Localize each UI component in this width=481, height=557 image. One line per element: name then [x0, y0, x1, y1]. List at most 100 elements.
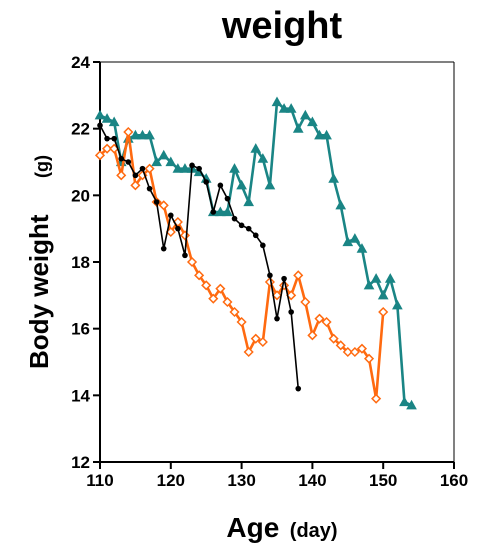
- series-3-point: [281, 275, 287, 282]
- x-tick-label: 150: [369, 471, 397, 490]
- series-3-point: [160, 245, 167, 252]
- series-1-point: [271, 96, 283, 107]
- series-2-point: [321, 316, 332, 328]
- series-3-line: [99, 124, 300, 389]
- series-3-point: [224, 195, 231, 202]
- series-1-point: [384, 273, 396, 283]
- series-1-point: [278, 103, 290, 113]
- series-1-point: [158, 149, 170, 160]
- series-3-point: [175, 225, 181, 232]
- series-3-point: [288, 309, 294, 315]
- series-1-point: [285, 103, 297, 113]
- series-2-point: [186, 256, 198, 268]
- series-1-point: [172, 163, 184, 173]
- series-2-point: [194, 270, 205, 281]
- series-2-point: [222, 296, 233, 308]
- series-1-point: [292, 123, 304, 133]
- x-axis-unit: (day): [290, 520, 338, 542]
- series-3-point: [217, 182, 224, 189]
- series-3-point: [238, 222, 245, 229]
- series-2-point: [271, 290, 283, 301]
- series-2-point: [215, 283, 226, 294]
- series-1-point: [130, 129, 141, 140]
- svg-text:Body weight (g): Body weight (g): [24, 155, 54, 369]
- x-tick-label: 160: [440, 471, 468, 490]
- series-3-point: [97, 122, 103, 129]
- x-axis-label: Age: [226, 512, 279, 543]
- y-tick-label: 22: [71, 120, 90, 139]
- y-tick-label: 20: [71, 186, 90, 205]
- series-2-point: [250, 333, 261, 344]
- series-1-point: [144, 129, 155, 140]
- y-tick-label: 18: [71, 253, 90, 272]
- series-1-point: [349, 233, 361, 243]
- series-1-point: [165, 156, 177, 167]
- series-2-point: [123, 126, 134, 138]
- series-2-point: [94, 150, 106, 161]
- series-2-point: [363, 353, 375, 364]
- plot-area: 110 120 130 140 150 160 12 14 16 18 20 22 24: [71, 53, 468, 490]
- series-1-point: [321, 129, 332, 140]
- chart-title: weight: [221, 5, 343, 47]
- series-1-point: [406, 399, 417, 410]
- series-1-point: [257, 153, 269, 163]
- series-2-point: [293, 270, 304, 281]
- series-1-point: [335, 199, 347, 210]
- series-2-point: [328, 333, 339, 344]
- series-3-point: [153, 199, 160, 205]
- x-tick-label: 110: [86, 471, 113, 490]
- series-1-point: [314, 129, 325, 140]
- series-1-point: [215, 206, 226, 217]
- series-1-point: [264, 179, 276, 190]
- series-1-point: [179, 163, 191, 173]
- series-1-point: [229, 163, 240, 173]
- x-axis-title: Age (day): [226, 512, 337, 543]
- series-2-point: [378, 306, 389, 318]
- series-3-point: [252, 232, 259, 239]
- y-axis-unit: (g): [32, 155, 52, 178]
- series-2-point: [158, 200, 169, 211]
- series-1-point: [342, 236, 354, 247]
- series-3-point: [189, 162, 195, 169]
- series-2-point: [229, 306, 240, 318]
- series-3-point: [146, 185, 153, 192]
- x-tick-label: 120: [157, 471, 185, 490]
- series-2-point: [257, 336, 268, 348]
- series-1-point: [299, 109, 311, 120]
- series-2-point: [144, 163, 155, 174]
- series-1-point: [236, 179, 247, 190]
- series-2-point: [307, 330, 318, 341]
- series-2-point: [349, 346, 360, 358]
- series-3-point: [118, 155, 125, 162]
- series-1-point: [222, 206, 233, 217]
- series-2-point: [201, 280, 212, 291]
- series-2-point: [208, 293, 219, 304]
- series-1-point: [151, 156, 162, 167]
- y-tick-label: 12: [71, 453, 90, 472]
- y-axis-label: Body weight: [24, 214, 54, 369]
- series-3-point: [182, 252, 188, 259]
- series-2-point: [243, 346, 254, 358]
- x-tick-label: 130: [227, 471, 255, 490]
- series-3-point: [295, 385, 302, 392]
- series-1-point: [101, 113, 113, 123]
- series-2-point: [314, 313, 325, 324]
- series-3-point: [203, 179, 209, 185]
- series-2-point: [300, 296, 311, 308]
- series-2-point: [335, 340, 346, 351]
- series-3-point: [125, 159, 132, 165]
- series-3-point: [245, 225, 252, 232]
- series-3-point: [274, 315, 280, 322]
- series-1-point: [370, 273, 382, 283]
- series-1-point: [250, 143, 262, 153]
- series-2-point: [371, 393, 382, 404]
- series-2-point: [130, 180, 141, 191]
- series-2-point: [286, 290, 297, 301]
- svg-text:Age (day): Age (day): [226, 512, 337, 543]
- series-3-point: [267, 272, 273, 279]
- series-1-point: [399, 396, 410, 407]
- x-tick-label: 140: [298, 471, 326, 490]
- series-1-point: [108, 116, 120, 127]
